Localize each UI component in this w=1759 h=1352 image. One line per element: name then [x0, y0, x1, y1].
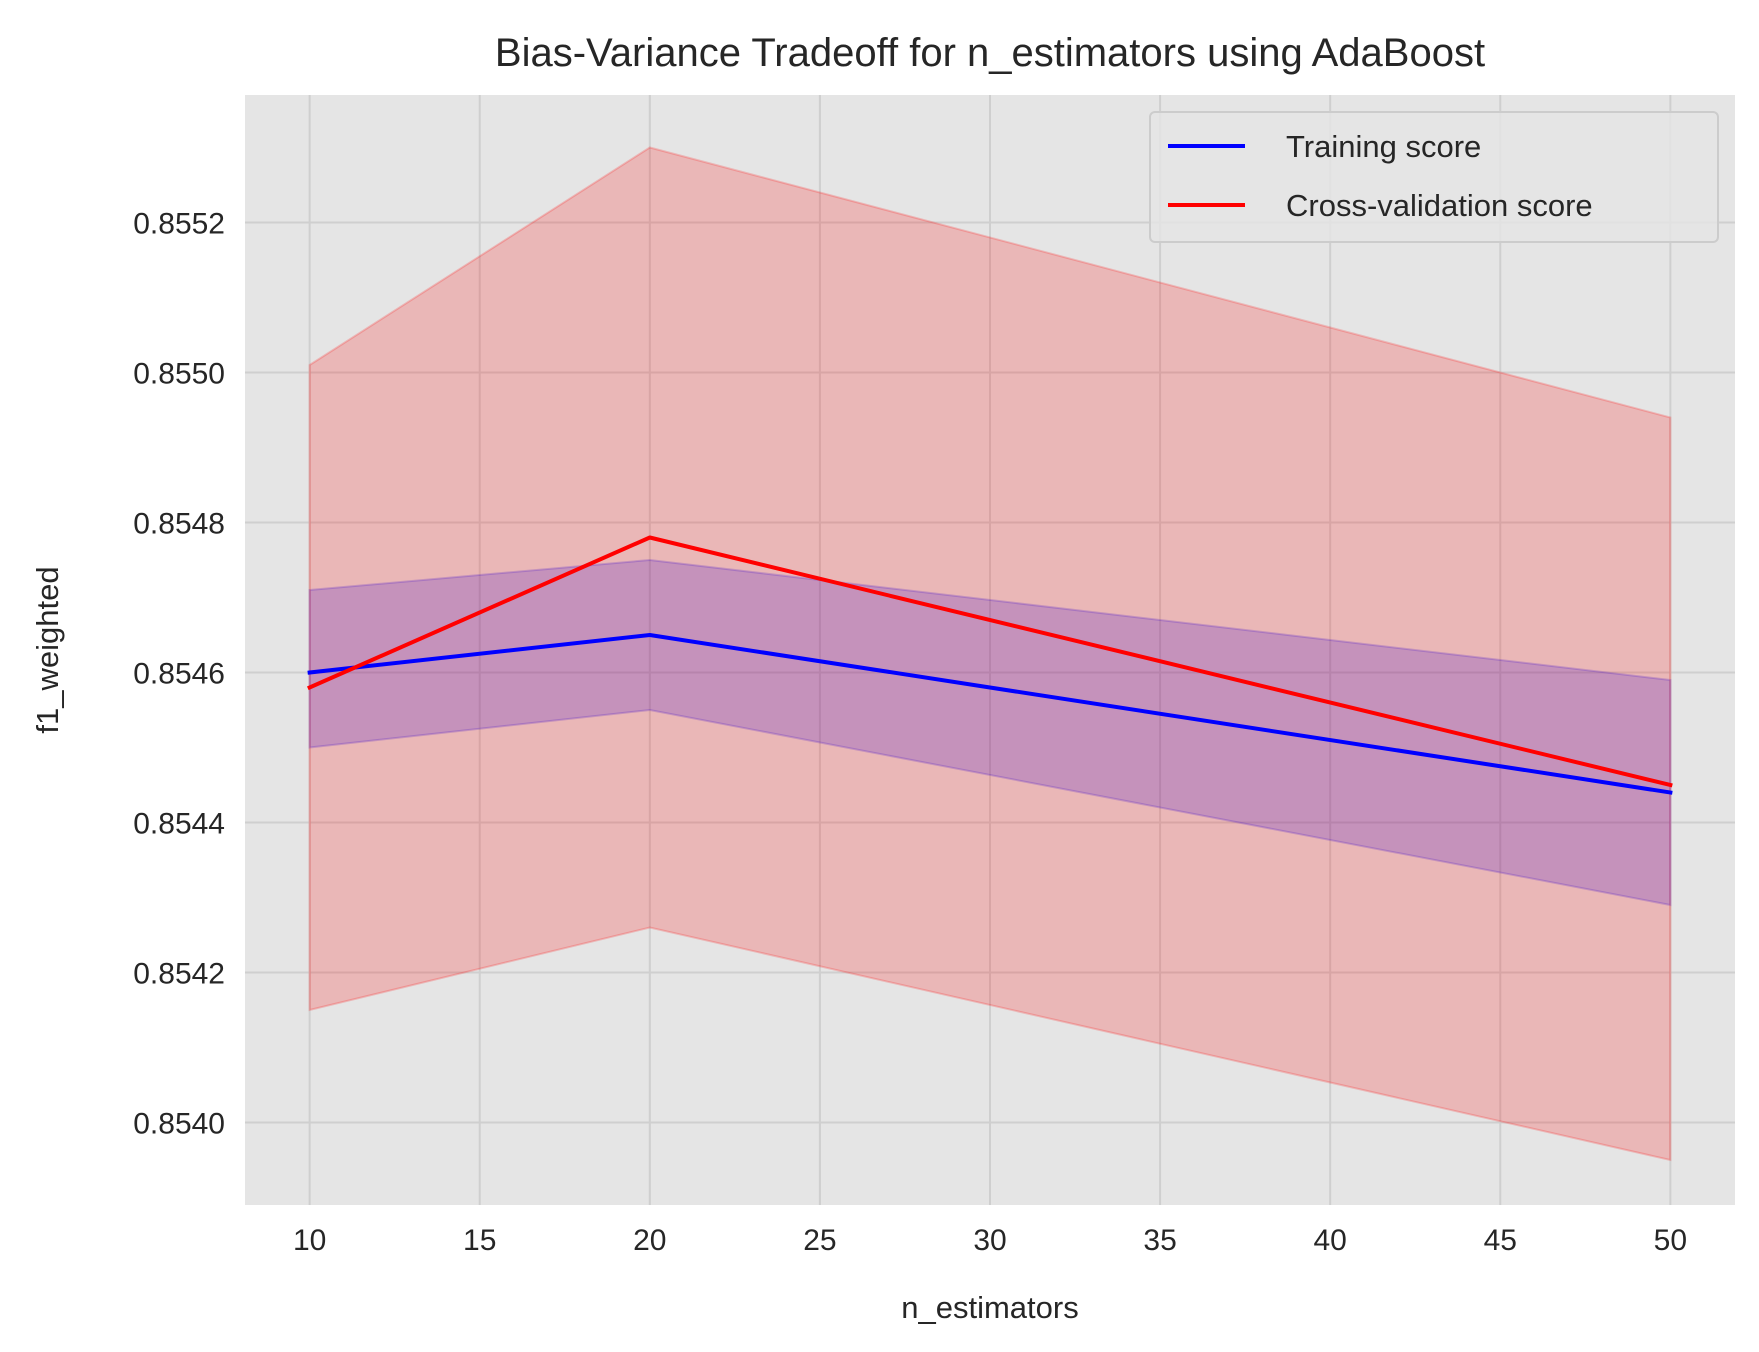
x-tick-label: 35: [1143, 1224, 1176, 1257]
legend-label-training: Training score: [1286, 129, 1481, 164]
x-tick-label: 25: [803, 1224, 836, 1257]
y-axis-ticks: 0.8540 0.8542 0.8544 0.8546 0.8548 0.8550 0.85…: [133, 208, 225, 1141]
x-axis-label: n_estimators: [901, 1290, 1078, 1325]
y-tick-label: 0.8544: [133, 808, 225, 841]
chart-title: Bias-Variance Tradeoff for n_estimators …: [495, 31, 1485, 75]
x-tick-label: 40: [1313, 1224, 1346, 1257]
y-tick-label: 0.8542: [133, 958, 225, 991]
legend-box: [1149, 111, 1719, 243]
y-tick-label: 0.8546: [133, 658, 225, 691]
confidence-band-0: [308, 558, 1672, 907]
x-tick-label: 15: [463, 1224, 496, 1257]
y-axis-label: f1_weighted: [30, 566, 65, 733]
confidence-band-1: [308, 146, 1672, 1162]
legend: Training score Cross-validation score: [1149, 111, 1719, 243]
y-tick-label: 0.8550: [133, 358, 225, 391]
confidence-bands: [308, 146, 1672, 1162]
y-tick-label: 0.8540: [133, 1108, 225, 1141]
x-tick-label: 50: [1654, 1224, 1687, 1257]
x-tick-label: 45: [1484, 1224, 1517, 1257]
legend-label-cross-validation: Cross-validation score: [1286, 188, 1593, 223]
series-line-0: [307, 633, 1673, 795]
x-tick-label: 10: [293, 1224, 326, 1257]
series-line-1: [306, 535, 1673, 788]
x-tick-label: 20: [633, 1224, 666, 1257]
x-axis-ticks: 10 15 20 25 30 35 40 45 50: [293, 1224, 1687, 1257]
series-lines: [306, 535, 1673, 795]
x-tick-label: 30: [973, 1224, 1006, 1257]
y-tick-label: 0.8548: [133, 508, 225, 541]
grid-lines: [245, 95, 1735, 1205]
y-tick-label: 0.8552: [133, 208, 225, 241]
